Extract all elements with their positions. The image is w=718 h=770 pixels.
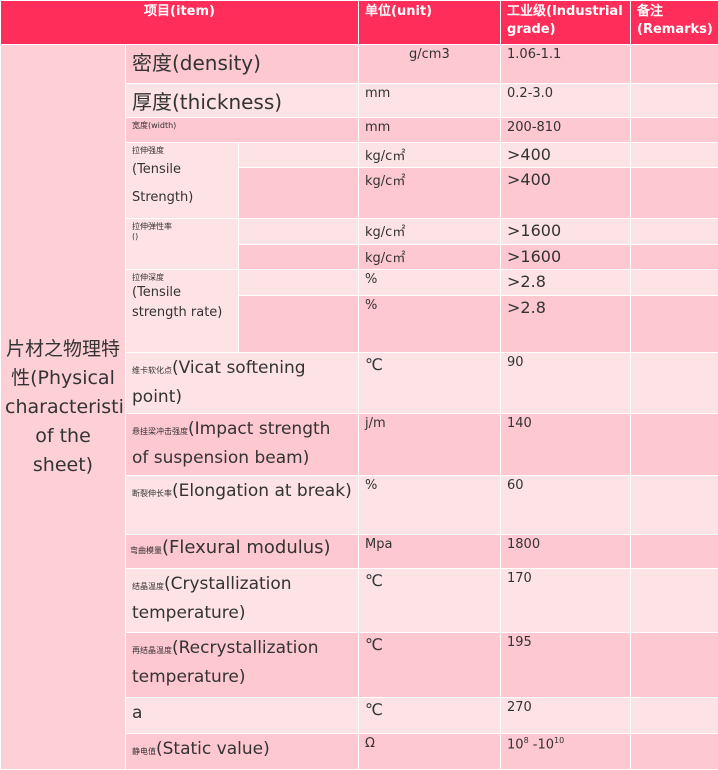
value-rate-2: >2.8 <box>501 296 631 353</box>
value-recrystal: 195 <box>501 633 631 698</box>
value-elongation: 60 <box>501 476 631 535</box>
header-item: 项目(item) <box>1 1 359 45</box>
unit-elongation: % <box>359 476 501 535</box>
unit-flexural: Mpa <box>359 535 501 569</box>
unit-width: mm <box>359 118 501 143</box>
value-width: 200-810 <box>501 118 631 143</box>
value-density: 1.06-1.1 <box>501 45 631 84</box>
unit-a: ℃ <box>359 698 501 734</box>
unit-density: g/cm3 <box>359 45 501 84</box>
unit-impact: j/m <box>359 414 501 476</box>
unit-modulus-1: kg/c㎡ <box>359 219 501 245</box>
side-label: 片材之物理特性(Physical characteristics of the … <box>1 45 126 770</box>
label-rate: 拉伸深度(Tensile strength rate) <box>126 270 239 353</box>
value-thickness: 0.2-3.0 <box>501 84 631 118</box>
header-grade: 工业级(Industrial grade) <box>501 1 631 45</box>
value-flexural: 1800 <box>501 535 631 569</box>
unit-vicat: ℃ <box>359 353 501 414</box>
unit-rate-1: % <box>359 270 501 296</box>
label-flexural: 弯曲模量(Flexural modulus) <box>126 535 359 569</box>
unit-thickness: mm <box>359 84 501 118</box>
value-impact: 140 <box>501 414 631 476</box>
value-crystal: 170 <box>501 569 631 633</box>
label-thickness: 厚度(thickness) <box>126 84 359 118</box>
value-modulus-1: >1600 <box>501 219 631 245</box>
value-tensile-2: >400 <box>501 168 631 219</box>
row-density: 片材之物理特性(Physical characteristics of the … <box>1 45 718 84</box>
label-crystal: 结晶温度(Crystallization temperature) <box>126 569 359 633</box>
label-tensile: 拉伸强度(Tensile Strength) <box>126 143 239 219</box>
value-modulus-2: >1600 <box>501 245 631 270</box>
unit-crystal: ℃ <box>359 569 501 633</box>
label-a: a <box>126 698 359 734</box>
remarks-thickness <box>631 84 718 118</box>
label-recrystal: 再结晶温度(Recrystallization temperature) <box>126 633 359 698</box>
value-static: 108 -1010 <box>501 734 631 770</box>
remarks-width <box>631 118 718 143</box>
label-density: 密度(density) <box>126 45 359 84</box>
header-row: 项目(item) 单位(unit) 工业级(Industrial grade) … <box>1 1 718 45</box>
header-remarks: 备注(Remarks) <box>631 1 718 45</box>
unit-static: Ω <box>359 734 501 770</box>
remarks-density <box>631 45 718 84</box>
value-rate-1: >2.8 <box>501 270 631 296</box>
unit-rate-2: % <box>359 296 501 353</box>
header-unit: 单位(unit) <box>359 1 501 45</box>
unit-modulus-2: kg/c㎡ <box>359 245 501 270</box>
label-elongation: 断裂伸长率(Elongation at break) <box>126 476 359 535</box>
label-width: 宽度(width) <box>126 118 359 143</box>
value-a: 270 <box>501 698 631 734</box>
unit-tensile-1: kg/c㎡ <box>359 143 501 168</box>
unit-recrystal: ℃ <box>359 633 501 698</box>
value-tensile-1: >400 <box>501 143 631 168</box>
value-vicat: 90 <box>501 353 631 414</box>
label-modulus: 拉伸弹性率() <box>126 219 239 270</box>
label-impact: 悬挂梁冲击强度(Impact strength of suspension be… <box>126 414 359 476</box>
label-vicat: 维卡软化点(Vicat softening point) <box>126 353 359 414</box>
label-static: 静电值(Static value) <box>126 734 359 770</box>
unit-tensile-2: kg/c㎡ <box>359 168 501 219</box>
